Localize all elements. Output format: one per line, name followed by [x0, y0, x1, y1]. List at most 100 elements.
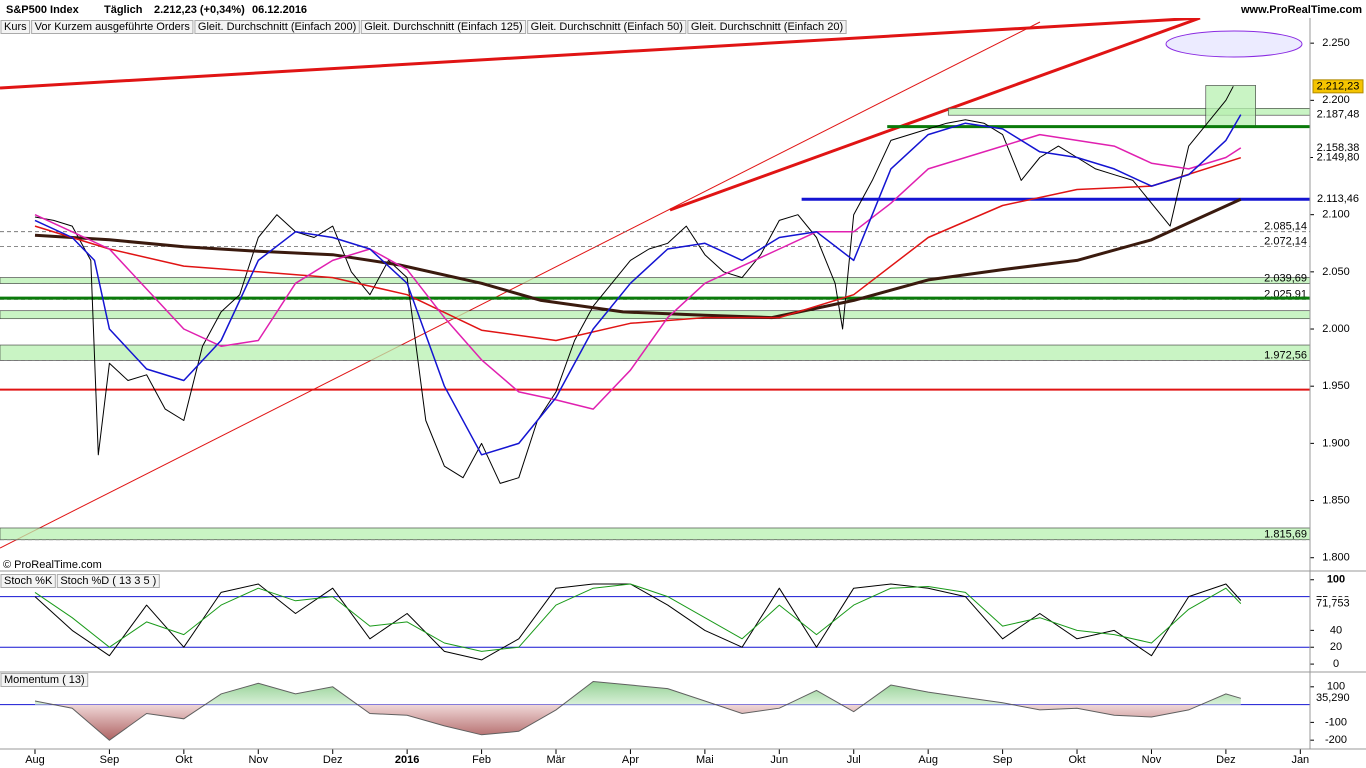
legend-box — [0, 574, 56, 588]
legend-label: Gleit. Durchschnitt (Einfach 50) — [531, 21, 683, 33]
legend-box — [360, 20, 527, 34]
level-label: 1.815,69 — [1264, 529, 1307, 541]
y-tick-label: -200 — [1325, 734, 1347, 746]
x-tick-label: Nov — [248, 754, 268, 766]
legend-label: Vor Kurzem ausgeführte Orders — [35, 21, 191, 33]
header-bar — [0, 0, 1366, 18]
y-tick-label: 1.900 — [1322, 437, 1350, 449]
x-tick-label: Jul — [847, 754, 861, 766]
period: Täglich — [104, 4, 143, 16]
legend-label: Stoch %K — [4, 575, 53, 587]
trendline — [0, 21, 1041, 549]
x-tick-label: Apr — [622, 754, 639, 766]
legend-label: Gleit. Durchschnitt (Einfach 125) — [364, 21, 522, 33]
series-line — [34, 583, 1242, 652]
y-tick-label: 2.100 — [1322, 209, 1350, 221]
last-value-label: 71,753 — [1316, 597, 1350, 609]
quote-date: 06.12.2016 — [252, 4, 307, 16]
x-tick-label: Mai — [696, 754, 714, 766]
price-label: 2.212,23 — [1317, 80, 1360, 92]
series-line — [34, 156, 1242, 342]
price-label-box — [1313, 192, 1363, 206]
last-value-box — [1312, 691, 1364, 705]
legend-label: Kurs — [4, 21, 27, 33]
legend-box — [0, 20, 31, 34]
y-tick-label: 20 — [1330, 641, 1342, 653]
x-tick-label: Aug — [25, 754, 45, 766]
legend-box — [687, 20, 847, 34]
legend-label: Stoch %D ( 13 3 5 ) — [60, 575, 156, 587]
legend-box — [56, 574, 160, 588]
x-tick-label: Jan — [1291, 754, 1309, 766]
legend-label: Gleit. Durchschnitt (Einfach 200) — [198, 21, 356, 33]
price-label: 2.149,80 — [1317, 152, 1360, 164]
trendline — [0, 18, 1201, 90]
x-tick-label: Nov — [1142, 754, 1162, 766]
y-tick-label: 40 — [1330, 624, 1342, 636]
legend-box — [527, 20, 687, 34]
legend-label: Gleit. Durchschnitt (Einfach 20) — [691, 21, 843, 33]
trendlines — [0, 18, 1303, 549]
price-label: 2.187,48 — [1317, 109, 1360, 121]
x-tick-label: Aug — [918, 754, 938, 766]
y-tick-label: 2.250 — [1322, 37, 1350, 49]
series-line — [34, 197, 1242, 320]
y-tick-label: -100 — [1325, 716, 1347, 728]
panel: 2.085,142.072,142.039,692.025,911.972,56… — [0, 37, 1364, 564]
price-label-box — [1313, 151, 1363, 165]
panel: 0204010075,39371,753 — [0, 574, 1364, 670]
momentum-area — [35, 681, 1241, 741]
y-tick-label: 100 — [1327, 574, 1345, 586]
legend-box — [31, 20, 194, 34]
x-tick-label: Sep — [993, 754, 1013, 766]
legend-label: Momentum ( 13) — [4, 674, 85, 686]
y-tick-label: 2.050 — [1322, 266, 1350, 278]
series-line — [34, 114, 1242, 456]
x-tick-label: Jun — [770, 754, 788, 766]
price-label: 2.113,46 — [1317, 193, 1359, 205]
series-line — [34, 583, 1242, 661]
zone — [1205, 85, 1256, 127]
level-label: 2.072,14 — [1264, 235, 1307, 247]
ellipse-marker — [1165, 30, 1303, 58]
x-tick-label: Okt — [1068, 754, 1085, 766]
level-label: 2.039,69 — [1264, 273, 1307, 285]
level-label: 1.972,56 — [1264, 349, 1307, 361]
instrument-title: S&P500 Index — [6, 4, 80, 16]
x-tick-label: Dez — [1216, 754, 1236, 766]
level-label: 2.085,14 — [1264, 221, 1307, 233]
legend-box — [0, 673, 89, 687]
x-tick-label: Feb — [472, 754, 491, 766]
trendline — [669, 18, 1201, 212]
momentum-line — [34, 680, 1241, 741]
zone — [0, 344, 1311, 361]
y-tick-label: 1.950 — [1322, 380, 1350, 392]
plot-layer: 2.085,142.072,142.039,692.025,911.972,56… — [0, 20, 1364, 766]
y-tick-label: 0 — [1333, 658, 1339, 670]
last-value-label: 35,290 — [1316, 692, 1350, 704]
zone — [0, 527, 1311, 541]
y-tick-label: 2.000 — [1322, 323, 1350, 335]
x-tick-label: Dez — [323, 754, 343, 766]
x-tick-label: Mär — [547, 754, 566, 766]
y-tick-label: 1.800 — [1322, 552, 1350, 564]
y-tick-label: 100 — [1327, 681, 1345, 693]
copyright: © ProRealTime.com — [3, 559, 102, 571]
price-label-box — [1313, 108, 1363, 122]
price-label: 2.158,38 — [1317, 142, 1360, 154]
last-value-box — [1312, 597, 1364, 611]
last-quote: 2.212,23 (+0,34%) — [154, 4, 245, 16]
panel: 100 -100 -200 35,290 — [0, 681, 1364, 746]
series-line — [34, 86, 1234, 484]
zone — [0, 277, 1311, 284]
series-line — [34, 133, 1242, 410]
price-label-box — [1313, 141, 1363, 155]
price-label-box — [1312, 79, 1364, 94]
x-tick-label: Sep — [100, 754, 120, 766]
x-tick-label: 2016 — [395, 754, 419, 766]
y-tick-label: 1.850 — [1322, 494, 1350, 506]
x-tick-label: Okt — [175, 754, 192, 766]
y-tick-label: 2.200 — [1322, 94, 1350, 106]
legend-box — [194, 20, 360, 34]
